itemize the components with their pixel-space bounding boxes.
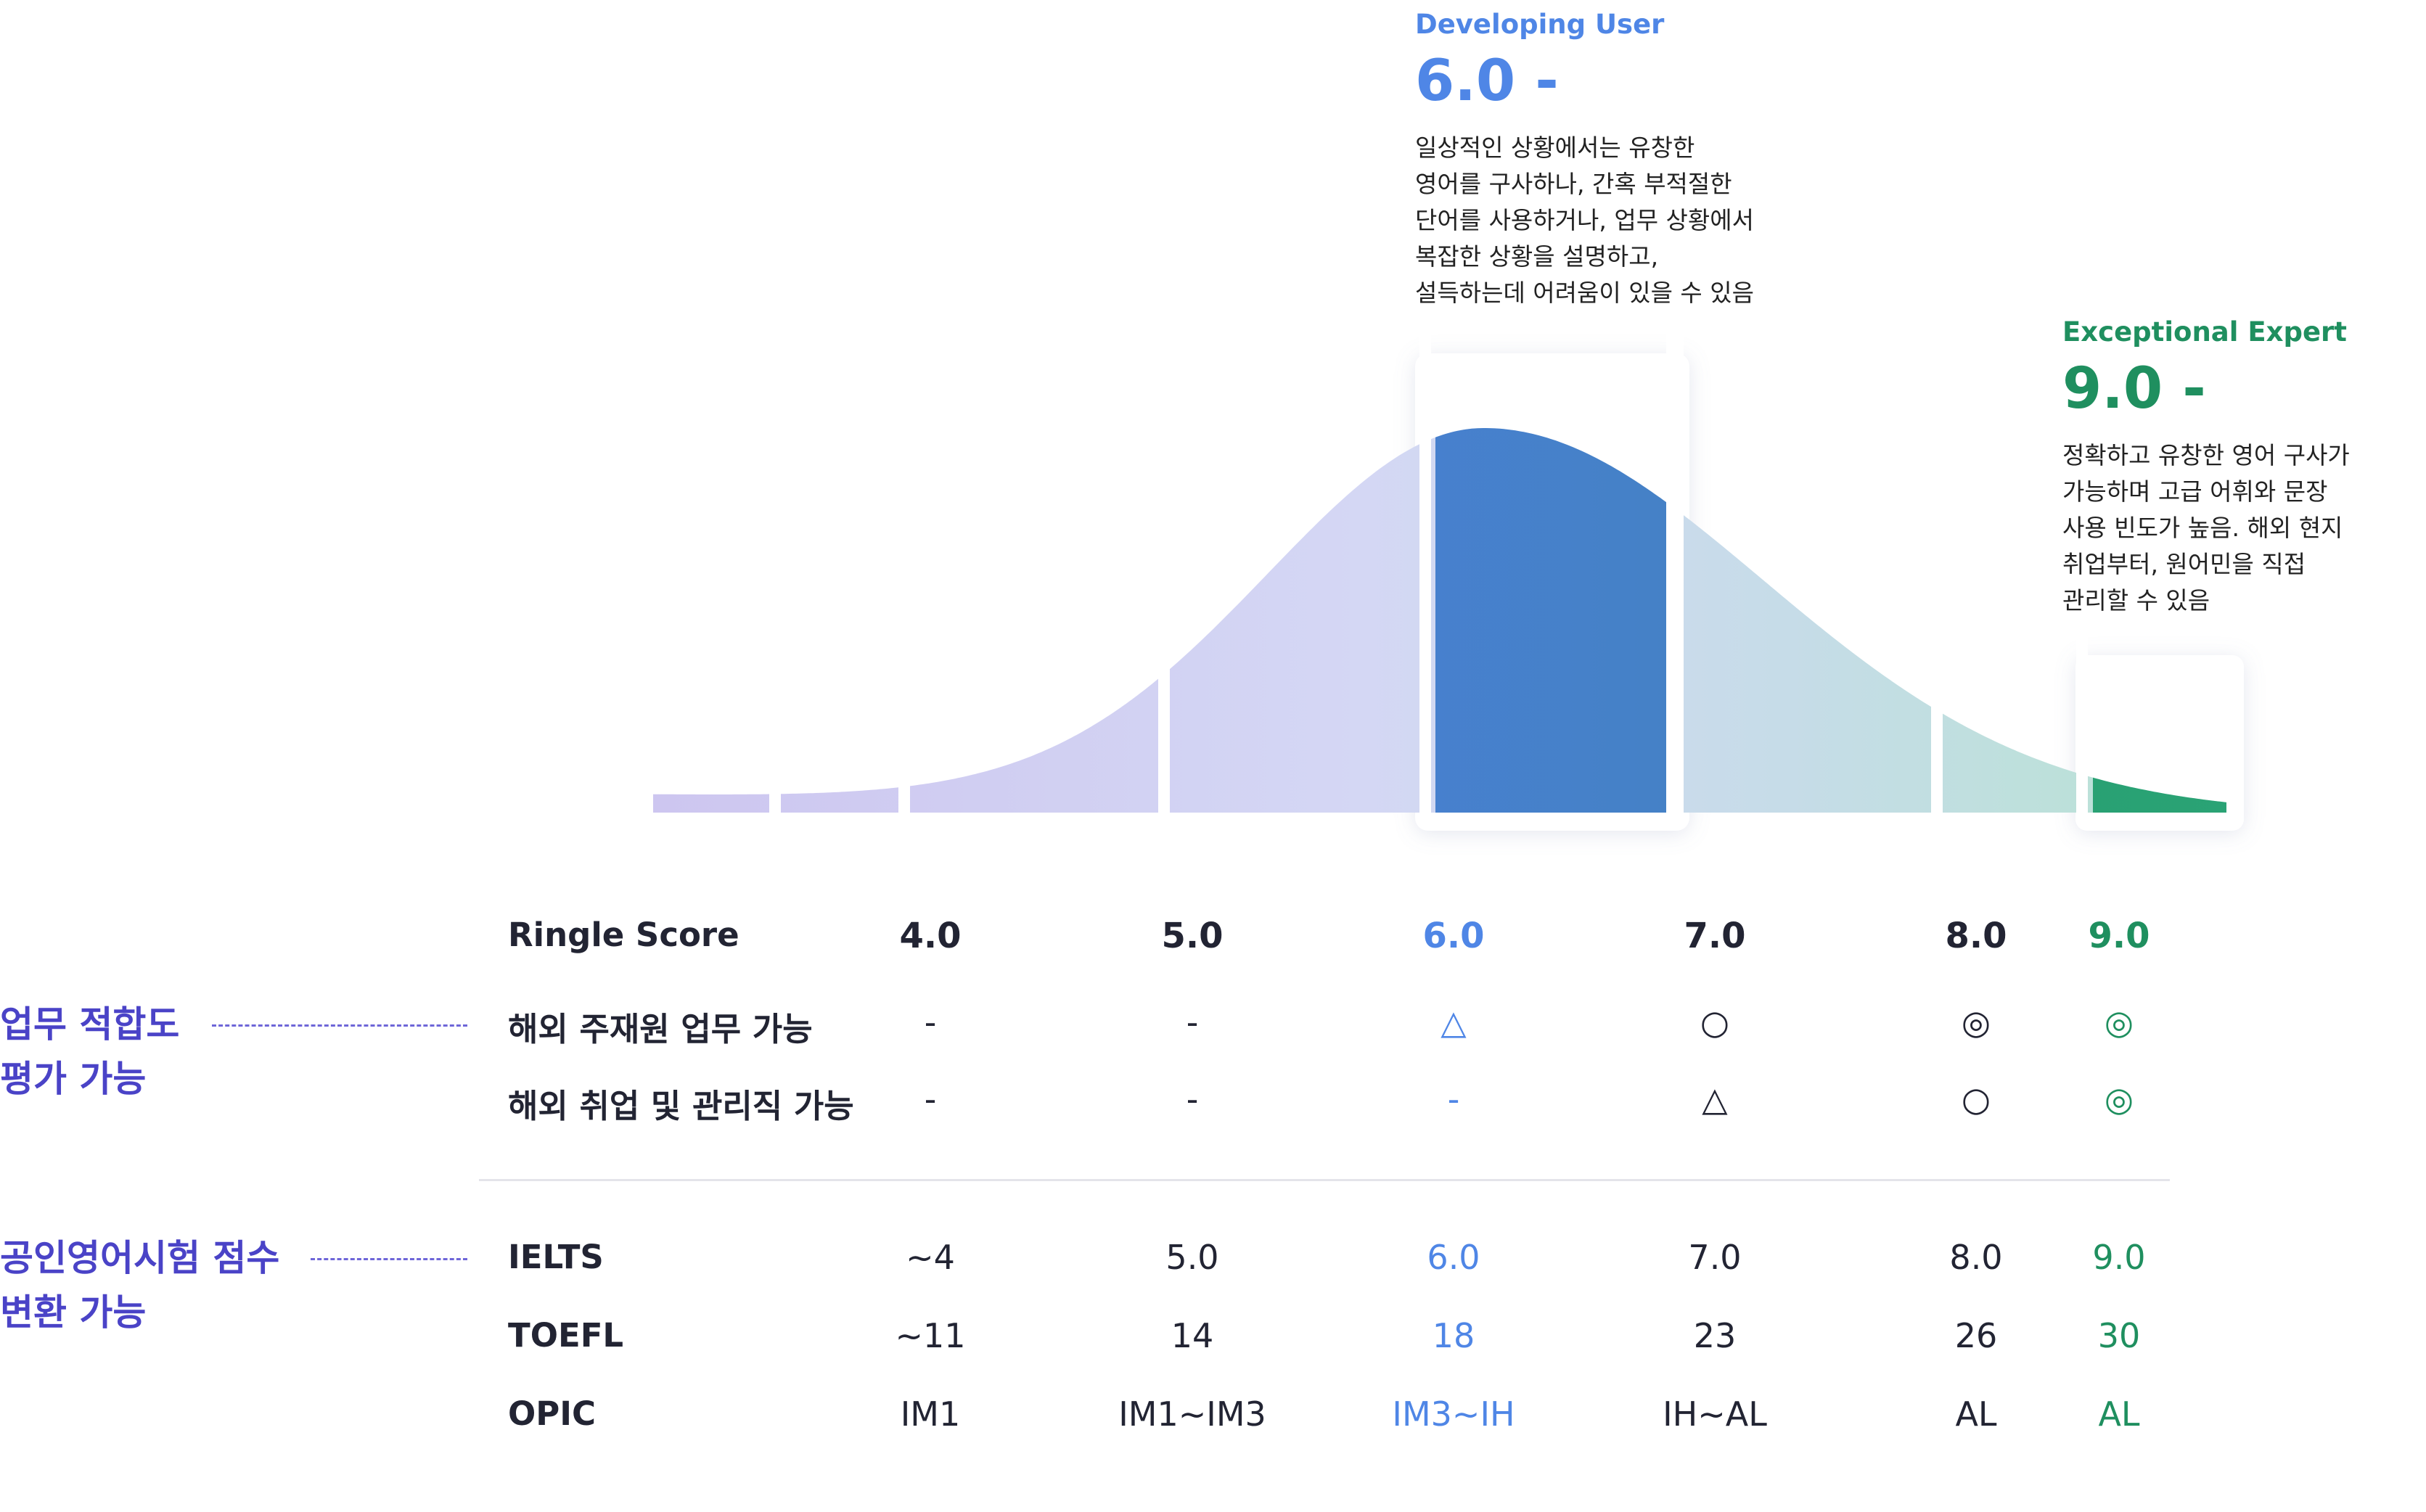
row-label: OPIC bbox=[508, 1394, 597, 1433]
side-label-line: 업무 적합도 bbox=[0, 1003, 180, 1045]
callout-level: Developing User bbox=[1415, 9, 1665, 40]
table-cell: 26 bbox=[1954, 1316, 1998, 1355]
callout-desc-line: 정확하고 유창한 영어 구사가 bbox=[2062, 441, 2350, 469]
row-label: Ringle Score bbox=[508, 916, 739, 954]
row-label: 해외 주재원 업무 가능 bbox=[508, 1010, 813, 1048]
table-cell: 23 bbox=[1693, 1316, 1737, 1355]
table-cell: - bbox=[1186, 1003, 1199, 1042]
row-label: TOEFL bbox=[508, 1316, 624, 1355]
table-cell: AL bbox=[1955, 1394, 1997, 1434]
table-cell: IM3~IH bbox=[1392, 1394, 1515, 1434]
callout-score: 6.0 - bbox=[1415, 49, 1559, 114]
table-divider bbox=[479, 1179, 2170, 1181]
table-cell: 8.0 bbox=[1949, 1238, 2003, 1277]
side-label-job-fit: 업무 적합도 평가 가능 bbox=[0, 998, 179, 1106]
table-cell: 7.0 bbox=[1688, 1238, 1742, 1277]
callout-developing-user: Developing User 6.0 - 일상적인 상황에서는 유창한 영어를… bbox=[1415, 9, 1754, 311]
callout-exceptional-expert: Exceptional Expert 9.0 - 정확하고 유창한 영어 구사가… bbox=[2062, 316, 2350, 619]
callout-score: 9.0 - bbox=[2062, 356, 2206, 422]
callout-desc-line: 복잡한 상황을 설명하고, bbox=[1415, 242, 1659, 271]
curve-segment-gap bbox=[769, 290, 781, 817]
table-cell: ◎ bbox=[2104, 1003, 2134, 1042]
table-cell: ~11 bbox=[895, 1316, 966, 1355]
callout-desc-line: 사용 빈도가 높음. 해외 현지 bbox=[2062, 514, 2343, 542]
callout-description: 일상적인 상황에서는 유창한 영어를 구사하나, 간혹 부적절한 단어를 사용하… bbox=[1415, 130, 1754, 311]
table-cell: 5.0 bbox=[1165, 1238, 1219, 1277]
table-cell: 30 bbox=[2097, 1316, 2141, 1355]
table-cell: ○ bbox=[1700, 1003, 1730, 1042]
side-label-line: 변환 가능 bbox=[0, 1291, 147, 1334]
table-cell: ~4 bbox=[906, 1238, 955, 1277]
dashed-connector-job bbox=[212, 1024, 467, 1027]
table-cell: - bbox=[1186, 1080, 1199, 1119]
table-cell: ○ bbox=[1961, 1080, 1991, 1119]
table-cell: 8.0 bbox=[1945, 916, 2007, 956]
curve-segment-gap bbox=[1158, 290, 1170, 817]
curve-segment-gap bbox=[1931, 290, 1943, 817]
side-label-line: 공인영어시험 점수 bbox=[0, 1237, 280, 1279]
callout-desc-line: 영어를 구사하나, 간혹 부적절한 bbox=[1415, 170, 1732, 198]
callout-desc-line: 단어를 사용하거나, 업무 상황에서 bbox=[1415, 206, 1754, 234]
table-cell: 5.0 bbox=[1161, 916, 1224, 956]
table-cell: 4.0 bbox=[899, 916, 962, 956]
table-cell: IH~AL bbox=[1663, 1394, 1767, 1434]
curve-segment-gap bbox=[1419, 290, 1431, 817]
table-cell: AL bbox=[2098, 1394, 2140, 1434]
side-label-line: 평가 가능 bbox=[0, 1058, 147, 1100]
table-cell: - bbox=[924, 1080, 937, 1119]
dashed-connector-exam bbox=[311, 1258, 467, 1260]
table-cell: ◎ bbox=[2104, 1080, 2134, 1119]
table-cell: 7.0 bbox=[1684, 916, 1746, 956]
curve-dividers bbox=[769, 290, 2088, 817]
table-cell: ◎ bbox=[1961, 1003, 1991, 1042]
curve-segment-gap bbox=[2076, 290, 2088, 817]
callout-description: 정확하고 유창한 영어 구사가 가능하며 고급 어휘와 문장 사용 빈도가 높음… bbox=[2062, 437, 2350, 619]
table-cell: IM1 bbox=[900, 1394, 961, 1434]
callout-level: Exceptional Expert bbox=[2062, 316, 2347, 348]
curve-segment-gap bbox=[898, 290, 910, 817]
callout-desc-line: 설득하는데 어려움이 있을 수 있음 bbox=[1415, 279, 1754, 307]
table-cell: 9.0 bbox=[2088, 916, 2150, 956]
table-cell: △ bbox=[1702, 1080, 1728, 1119]
table-cell: 18 bbox=[1432, 1316, 1475, 1355]
table-cell: 6.0 bbox=[1422, 916, 1485, 956]
table-cell: 6.0 bbox=[1427, 1238, 1480, 1277]
table-cell: - bbox=[1447, 1080, 1460, 1119]
callout-desc-line: 일상적인 상황에서는 유창한 bbox=[1415, 133, 1695, 162]
callout-desc-line: 취업부터, 원어민을 직접 bbox=[2062, 550, 2306, 578]
curve-highlight-9 bbox=[2093, 777, 2226, 813]
side-label-exam-conversion: 공인영어시험 점수 변환 가능 bbox=[0, 1231, 279, 1340]
table-cell: 14 bbox=[1171, 1316, 1214, 1355]
curve-segment-gap bbox=[1666, 290, 1684, 817]
callout-desc-line: 관리할 수 있음 bbox=[2062, 586, 2210, 615]
row-label: 해외 취업 및 관리직 가능 bbox=[508, 1087, 854, 1125]
table-cell: IM1~IM3 bbox=[1118, 1394, 1266, 1434]
callout-desc-line: 가능하며 고급 어휘와 문장 bbox=[2062, 477, 2328, 506]
curve-highlight-6 bbox=[1435, 428, 1671, 813]
distribution-curve bbox=[653, 290, 2244, 831]
table-cell: - bbox=[924, 1003, 937, 1042]
table-cell: △ bbox=[1441, 1003, 1467, 1042]
table-cell: 9.0 bbox=[2092, 1238, 2146, 1277]
row-label: IELTS bbox=[508, 1238, 604, 1276]
